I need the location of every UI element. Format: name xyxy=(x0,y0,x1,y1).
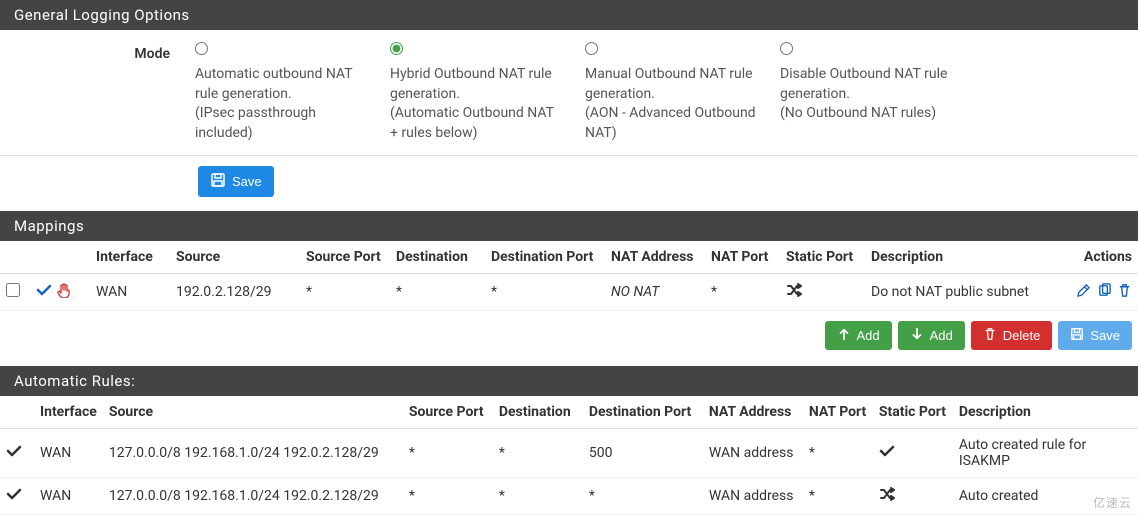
cell-destination: * xyxy=(390,274,485,311)
mode-options-row: Mode Automatic outbound NAT rule generat… xyxy=(0,30,1138,156)
col-description: Description xyxy=(865,241,1058,274)
copy-icon[interactable] xyxy=(1095,283,1112,302)
row-checkbox[interactable] xyxy=(6,283,20,297)
mode-radio-automatic[interactable] xyxy=(195,42,208,55)
save-button[interactable]: Save xyxy=(198,166,274,197)
save-icon xyxy=(1070,327,1084,344)
arrow-down-icon xyxy=(910,327,924,344)
col-dest-port: Destination Port xyxy=(583,396,703,429)
cell-nat-addr: WAN address xyxy=(703,429,803,478)
col-nat-addr: NAT Address xyxy=(703,396,803,429)
mode-desc: Manual Outbound NAT rule generation. xyxy=(585,65,760,104)
cell-interface: WAN xyxy=(34,478,103,515)
table-row: WAN 127.0.0.0/8 192.168.1.0/24 192.0.2.1… xyxy=(0,429,1138,478)
col-source-port: Source Port xyxy=(300,241,390,274)
auto-rules-table: Interface Source Source Port Destination… xyxy=(0,396,1138,515)
mappings-action-bar: Add Add Delete Save xyxy=(0,311,1138,360)
mode-option-hybrid: Hybrid Outbound NAT rule generation. (Au… xyxy=(390,42,585,143)
add-top-button[interactable]: Add xyxy=(825,321,892,350)
mode-sub: (Automatic Outbound NAT + rules below) xyxy=(390,104,565,143)
cell-dest-port: * xyxy=(583,478,703,515)
enabled-icon[interactable] xyxy=(36,282,52,302)
col-static-port: Static Port xyxy=(780,241,865,274)
col-interface: Interface xyxy=(34,396,103,429)
delete-icon[interactable] xyxy=(1115,283,1132,302)
shuffle-icon xyxy=(879,486,895,506)
cell-dest-port: 500 xyxy=(583,429,703,478)
col-nat-port: NAT Port xyxy=(803,396,873,429)
save-order-label: Save xyxy=(1090,328,1120,343)
table-row: WAN 127.0.0.0/8 192.168.1.0/24 192.0.2.1… xyxy=(0,478,1138,515)
add-top-label: Add xyxy=(857,328,880,343)
cell-nat-port: * xyxy=(705,274,780,311)
auto-rules-header: Automatic Rules: xyxy=(0,366,1138,396)
cell-source: 127.0.0.0/8 192.168.1.0/24 192.0.2.128/2… xyxy=(103,478,403,515)
mode-label: Mode xyxy=(0,42,195,143)
delete-button[interactable]: Delete xyxy=(971,321,1053,350)
cell-dest-port: * xyxy=(485,274,605,311)
cell-description: Do not NAT public subnet xyxy=(865,274,1058,311)
check-icon xyxy=(879,443,895,463)
mode-radio-hybrid[interactable] xyxy=(390,42,403,55)
mode-sub: (IPsec passthrough included) xyxy=(195,104,370,143)
edit-icon[interactable] xyxy=(1074,283,1091,302)
drag-icon[interactable] xyxy=(55,282,71,302)
cell-source-port: * xyxy=(403,429,493,478)
mode-radio-disable[interactable] xyxy=(780,42,793,55)
mode-desc: Hybrid Outbound NAT rule generation. xyxy=(390,65,565,104)
cell-interface: WAN xyxy=(34,429,103,478)
check-icon xyxy=(6,443,22,463)
mode-radio-manual[interactable] xyxy=(585,42,598,55)
col-static-port: Static Port xyxy=(873,396,953,429)
save-button-label: Save xyxy=(232,174,262,189)
cell-destination: * xyxy=(493,429,583,478)
check-icon xyxy=(6,486,22,506)
add-bottom-button[interactable]: Add xyxy=(898,321,965,350)
mappings-table: Interface Source Source Port Destination… xyxy=(0,241,1138,311)
mode-desc: Disable Outbound NAT rule generation. xyxy=(780,65,955,104)
mode-sub: (AON - Advanced Outbound NAT) xyxy=(585,104,760,143)
cell-nat-port: * xyxy=(803,429,873,478)
cell-source-port: * xyxy=(300,274,390,311)
cell-nat-addr: WAN address xyxy=(703,478,803,515)
mode-desc: Automatic outbound NAT rule generation. xyxy=(195,65,370,104)
col-source-port: Source Port xyxy=(403,396,493,429)
col-destination: Destination xyxy=(390,241,485,274)
save-icon xyxy=(210,172,226,191)
cell-source: 192.0.2.128/29 xyxy=(170,274,300,311)
col-nat-port: NAT Port xyxy=(705,241,780,274)
mode-sub: (No Outbound NAT rules) xyxy=(780,104,955,124)
col-nat-addr: NAT Address xyxy=(605,241,705,274)
mode-option-manual: Manual Outbound NAT rule generation. (AO… xyxy=(585,42,780,143)
col-source: Source xyxy=(170,241,300,274)
col-actions: Actions xyxy=(1058,241,1138,274)
cell-nat-addr: NO NAT xyxy=(605,274,705,311)
arrow-up-icon xyxy=(837,327,851,344)
shuffle-icon xyxy=(786,282,802,302)
delete-label: Delete xyxy=(1003,328,1041,343)
mappings-panel-header: Mappings xyxy=(0,211,1138,241)
cell-source: 127.0.0.0/8 192.168.1.0/24 192.0.2.128/2… xyxy=(103,429,403,478)
cell-description: Auto created rule for ISAKMP xyxy=(953,429,1138,478)
col-destination: Destination xyxy=(493,396,583,429)
cell-destination: * xyxy=(493,478,583,515)
cell-interface: WAN xyxy=(90,274,170,311)
cell-nat-port: * xyxy=(803,478,873,515)
general-panel-header: General Logging Options xyxy=(0,0,1138,30)
col-source: Source xyxy=(103,396,403,429)
col-dest-port: Destination Port xyxy=(485,241,605,274)
mode-option-automatic: Automatic outbound NAT rule generation. … xyxy=(195,42,390,143)
col-interface: Interface xyxy=(90,241,170,274)
trash-icon xyxy=(983,327,997,344)
add-bottom-label: Add xyxy=(930,328,953,343)
col-description: Description xyxy=(953,396,1138,429)
cell-source-port: * xyxy=(403,478,493,515)
save-order-button[interactable]: Save xyxy=(1058,321,1132,350)
mode-option-disable: Disable Outbound NAT rule generation. (N… xyxy=(780,42,975,143)
table-row: WAN 192.0.2.128/29 * * * NO NAT * Do not… xyxy=(0,274,1138,311)
